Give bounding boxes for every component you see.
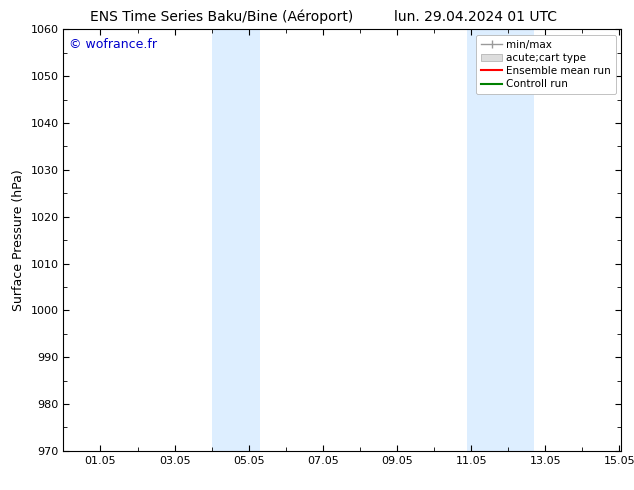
Bar [212, 29, 260, 451]
Text: © wofrance.fr: © wofrance.fr [69, 38, 157, 51]
Text: ENS Time Series Baku/Bine (Aéroport): ENS Time Series Baku/Bine (Aéroport) [90, 10, 354, 24]
Legend: min/max, acute;cart type, Ensemble mean run, Controll run: min/max, acute;cart type, Ensemble mean … [476, 35, 616, 95]
Y-axis label: Surface Pressure (hPa): Surface Pressure (hPa) [12, 169, 25, 311]
Text: lun. 29.04.2024 01 UTC: lun. 29.04.2024 01 UTC [394, 10, 557, 24]
Bar [467, 29, 534, 451]
